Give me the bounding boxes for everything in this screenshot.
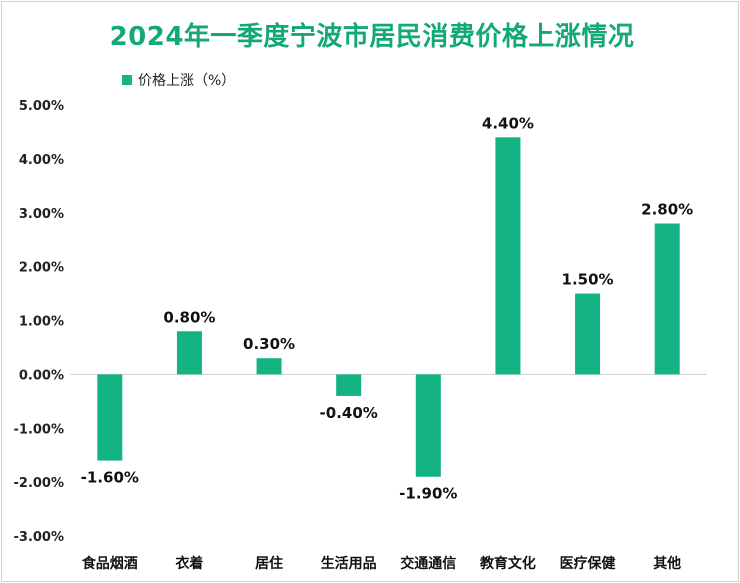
category-label: 衣着 xyxy=(175,555,203,572)
y-tick-label: 3.00% xyxy=(19,207,64,222)
category-label: 医疗保健 xyxy=(560,555,616,572)
category-label: 交通通信 xyxy=(400,555,456,572)
category-label: 其他 xyxy=(653,555,681,572)
category-label: 食品烟酒 xyxy=(82,555,138,572)
bar xyxy=(97,374,123,461)
data-label: 2.80% xyxy=(641,201,693,219)
bar xyxy=(336,374,362,396)
category-label: 生活用品 xyxy=(321,555,377,572)
bar xyxy=(256,358,282,375)
data-label: 4.40% xyxy=(482,114,534,132)
legend: 价格上涨（%） xyxy=(122,70,235,90)
bar xyxy=(176,331,202,375)
data-label: 1.50% xyxy=(562,271,614,289)
y-tick-label: -1.00% xyxy=(14,422,65,437)
data-label: -1.90% xyxy=(399,485,457,503)
category-label: 居住 xyxy=(255,555,283,572)
data-label: -1.60% xyxy=(81,469,139,487)
bar xyxy=(575,293,601,375)
y-tick-label: 2.00% xyxy=(19,261,64,276)
y-tick-label: 5.00% xyxy=(19,99,64,114)
chart-title: 2024年一季度宁波市居民消费价格上涨情况 xyxy=(109,22,635,52)
data-label: -0.40% xyxy=(320,404,378,422)
bar xyxy=(495,137,521,375)
y-tick-label: 0.00% xyxy=(19,368,64,383)
bar xyxy=(654,223,680,375)
legend-swatch xyxy=(122,75,132,85)
y-tick-label: -3.00% xyxy=(14,530,65,545)
y-tick-label: 1.00% xyxy=(19,315,64,330)
data-label: 0.30% xyxy=(243,335,295,353)
bar xyxy=(415,374,441,477)
category-label: 教育文化 xyxy=(480,555,536,572)
legend-label: 价格上涨（%） xyxy=(138,73,236,89)
y-tick-label: 4.00% xyxy=(19,153,64,168)
y-tick-label: -2.00% xyxy=(14,476,65,491)
data-label: 0.80% xyxy=(163,308,215,326)
